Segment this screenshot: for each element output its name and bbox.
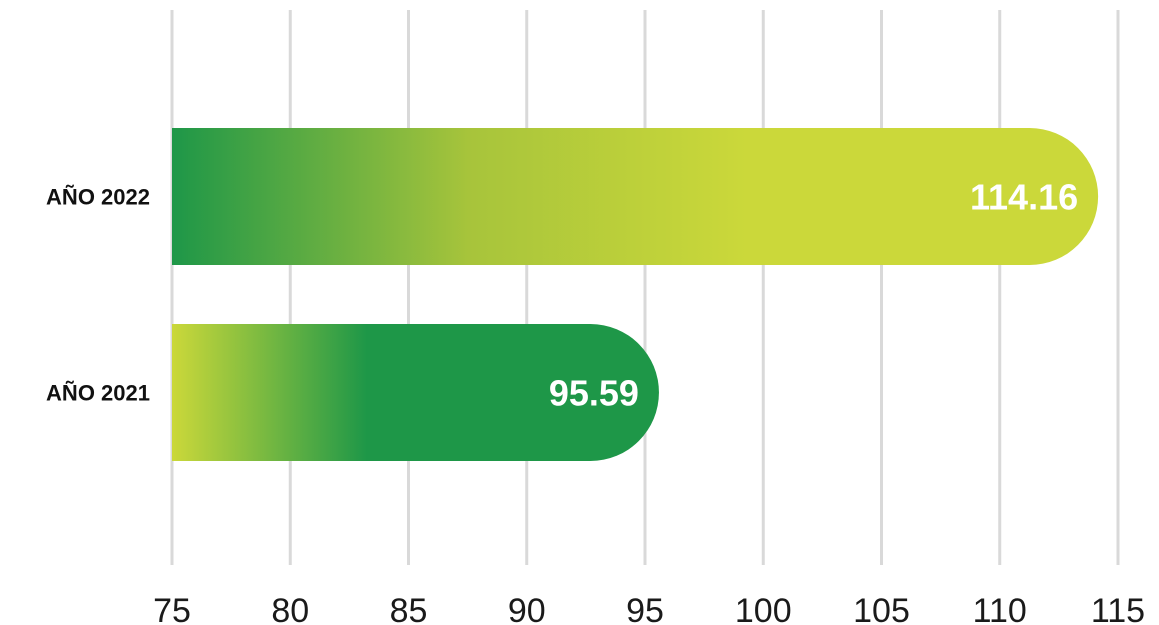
- category-label: AÑO 2022: [46, 185, 150, 210]
- bar-2021: [172, 324, 659, 461]
- x-tick-label: 115: [1091, 592, 1145, 625]
- x-tick-label: 105: [853, 592, 910, 625]
- value-label: 95.59: [549, 373, 639, 414]
- value-label: 114.16: [970, 177, 1078, 218]
- x-tick-label: 80: [271, 592, 309, 625]
- category-label: AÑO 2021: [46, 381, 150, 406]
- x-tick-label: 95: [626, 592, 664, 625]
- grid-lines: [170, 10, 1120, 565]
- x-tick-label: 90: [508, 592, 546, 625]
- x-tick-label: 100: [735, 592, 792, 625]
- category-labels: AÑO 2022 AÑO 2021: [46, 185, 150, 406]
- x-tick-label: 110: [973, 592, 1027, 625]
- value-labels: 114.16 95.59: [549, 177, 1078, 414]
- x-tick-label: 75: [153, 592, 191, 625]
- bars: [172, 128, 1099, 461]
- bar-2022: [172, 128, 1099, 265]
- x-axis-tick-labels: 75 80 85 90 95 100 105 110 115: [153, 592, 1145, 625]
- x-tick-label: 85: [390, 592, 428, 625]
